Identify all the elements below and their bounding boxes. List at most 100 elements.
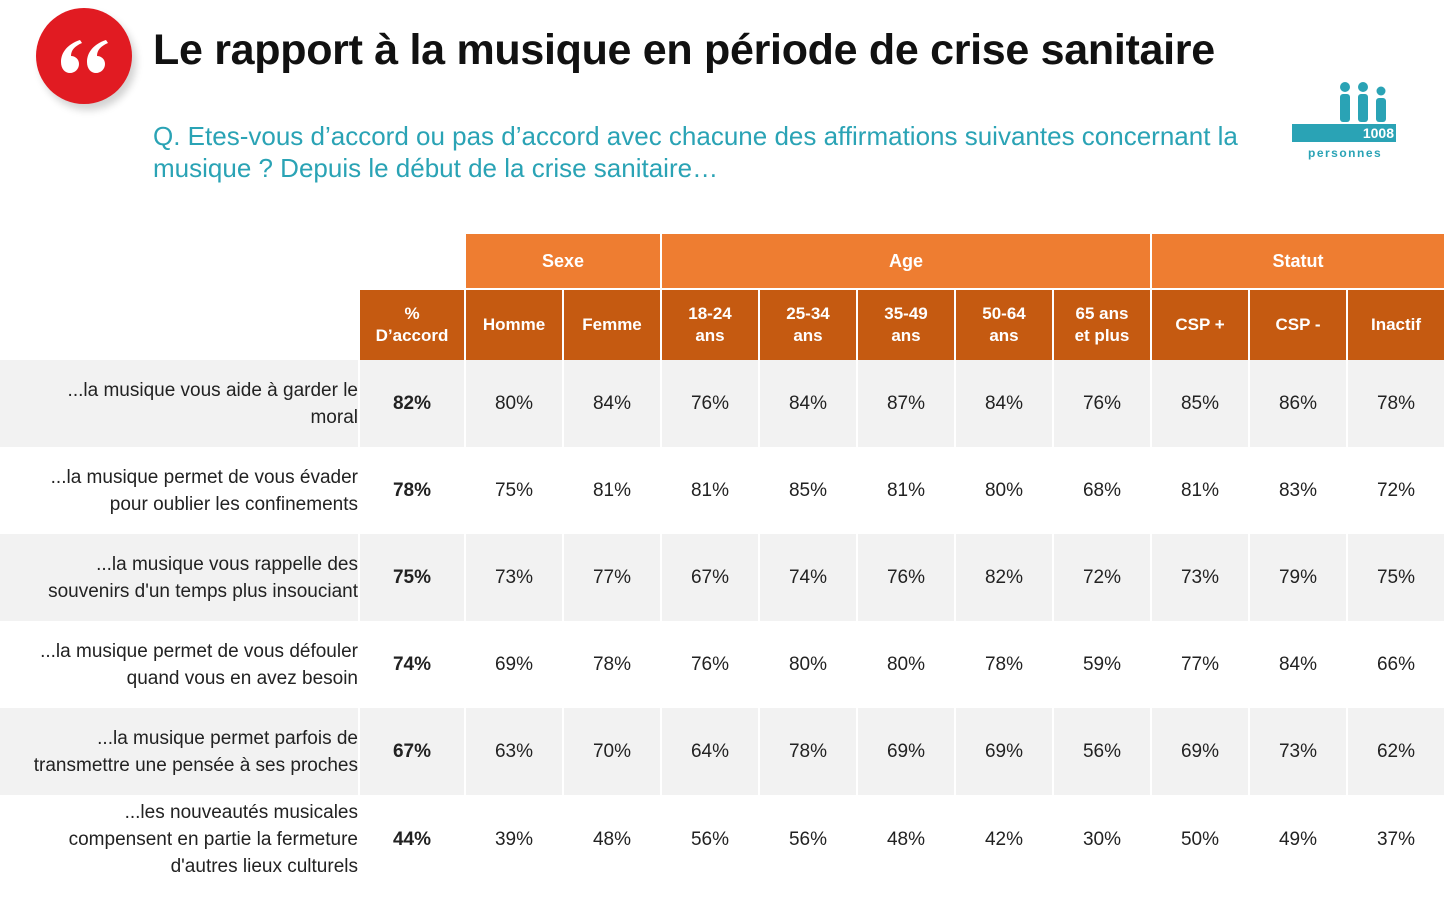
column-header: CSP - <box>1248 288 1346 360</box>
value-cell: 84% <box>954 360 1052 447</box>
value-cell: 48% <box>856 795 954 884</box>
value-cell: 87% <box>856 360 954 447</box>
value-cell: 80% <box>954 447 1052 534</box>
row-label-line: ...la musique vous aide à garder le <box>67 379 358 401</box>
value-cell: 83% <box>1248 447 1346 534</box>
value-cell: 78% <box>1346 360 1444 447</box>
row-label-line: moral <box>310 406 358 428</box>
column-header-line: D’accord <box>375 326 449 345</box>
group-header-age: Age <box>660 234 1150 288</box>
value-cell: 85% <box>1150 360 1248 447</box>
column-header: CSP + <box>1150 288 1248 360</box>
sample-size-badge: 1008 personnes <box>1290 82 1398 162</box>
value-cell: 76% <box>1052 360 1150 447</box>
value-cell: 81% <box>660 447 758 534</box>
column-header-line: Homme <box>482 315 546 334</box>
value-cell: 77% <box>562 534 660 621</box>
value-cell: 63% <box>464 708 562 795</box>
column-header-line: 65 ans <box>1075 304 1129 323</box>
row-label: ...la musique permet parfois de transmett… <box>0 708 358 795</box>
question-text: Q. Etes-vous d’accord ou pas d’accord av… <box>153 121 1238 183</box>
column-header: 35-49 ans <box>856 288 954 360</box>
header-spacer <box>0 234 358 288</box>
group-header-statut: Statut <box>1150 234 1444 288</box>
total-cell: 82% <box>358 360 464 447</box>
total-cell: 44% <box>358 795 464 884</box>
row-label-line: transmettre une pensée à ses proches <box>33 754 358 776</box>
sample-bar <box>1292 124 1396 142</box>
table-row: ...la musique permet de vous défouler qua… <box>0 621 1444 708</box>
column-header-line: ans <box>891 326 921 345</box>
column-header-line: % <box>404 304 420 323</box>
page-title: Le rapport à la musique en période de cr… <box>153 26 1215 74</box>
value-cell: 74% <box>758 534 856 621</box>
value-cell: 78% <box>562 621 660 708</box>
row-label-line: d'autres lieux culturels <box>170 856 358 877</box>
value-cell: 69% <box>464 621 562 708</box>
group-header-sexe: Sexe <box>464 234 660 288</box>
value-cell: 39% <box>464 795 562 884</box>
table-row: ...la musique permet de vous évader pour … <box>0 447 1444 534</box>
value-cell: 81% <box>562 447 660 534</box>
total-cell: 74% <box>358 621 464 708</box>
value-cell: 84% <box>562 360 660 447</box>
value-cell: 67% <box>660 534 758 621</box>
value-cell: 78% <box>758 708 856 795</box>
table-row: ...la musique vous rappelle des souvenirs… <box>0 534 1444 621</box>
total-cell: 78% <box>358 447 464 534</box>
value-cell: 77% <box>1150 621 1248 708</box>
sample-count: 1008 <box>1362 125 1394 141</box>
total-cell: 67% <box>358 708 464 795</box>
column-header: Femme <box>562 288 660 360</box>
row-label-line: ...la musique permet de vous défouler <box>40 640 358 662</box>
value-cell: 81% <box>1150 447 1248 534</box>
value-cell: 56% <box>660 795 758 884</box>
value-cell: 80% <box>758 621 856 708</box>
total-cell: 75% <box>358 534 464 621</box>
table-row: ...la musique vous aide à garder le moral… <box>0 360 1444 447</box>
row-label-line: ...la musique permet parfois de <box>97 727 358 749</box>
header-spacer <box>0 288 358 360</box>
value-cell: 68% <box>1052 447 1150 534</box>
value-cell: 78% <box>954 621 1052 708</box>
row-label-line: souvenirs d'un temps plus insouciant <box>48 580 358 602</box>
column-header-line: CSP + <box>1175 315 1225 334</box>
column-header-line: et plus <box>1074 326 1130 345</box>
value-cell: 76% <box>856 534 954 621</box>
value-cell: 73% <box>1150 534 1248 621</box>
group-header-row: Sexe Age Statut <box>0 234 1444 288</box>
value-cell: 72% <box>1052 534 1150 621</box>
column-header-line: 35-49 <box>884 304 928 323</box>
column-header: 18-24 ans <box>660 288 758 360</box>
row-label-line: ...les nouveautés musicales <box>124 802 358 823</box>
column-header: 50-64 ans <box>954 288 1052 360</box>
column-header: 25-34 ans <box>758 288 856 360</box>
value-cell: 66% <box>1346 621 1444 708</box>
column-header: Homme <box>464 288 562 360</box>
row-label: ...la musique vous aide à garder le moral <box>0 360 358 447</box>
value-cell: 82% <box>954 534 1052 621</box>
value-cell: 86% <box>1248 360 1346 447</box>
quote-icon <box>61 40 108 73</box>
value-cell: 56% <box>1052 708 1150 795</box>
value-cell: 50% <box>1150 795 1248 884</box>
value-cell: 64% <box>660 708 758 795</box>
column-header-line: ans <box>793 326 823 345</box>
column-header-line: ans <box>695 326 725 345</box>
sample-unit: personnes <box>1308 146 1383 160</box>
table-row: ...les nouveautés musicales compensent en… <box>0 795 1444 884</box>
value-cell: 56% <box>758 795 856 884</box>
column-header: Inactif <box>1346 288 1444 360</box>
value-cell: 70% <box>562 708 660 795</box>
column-header-line: 50-64 <box>982 304 1026 323</box>
value-cell: 59% <box>1052 621 1150 708</box>
column-header-total: % D’accord <box>358 288 464 360</box>
header-spacer <box>358 234 464 288</box>
value-cell: 69% <box>1150 708 1248 795</box>
value-cell: 84% <box>758 360 856 447</box>
value-cell: 76% <box>660 621 758 708</box>
value-cell: 62% <box>1346 708 1444 795</box>
row-label-line: pour oublier les confinements <box>109 493 358 515</box>
value-cell: 37% <box>1346 795 1444 884</box>
table-body: ...la musique vous aide à garder le moral… <box>0 360 1444 884</box>
